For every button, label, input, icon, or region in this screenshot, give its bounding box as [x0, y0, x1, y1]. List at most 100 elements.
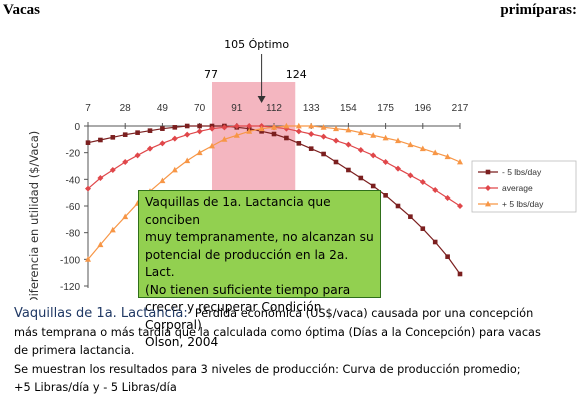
data-point: [345, 126, 352, 133]
legend-label: + 5 lbs/day: [502, 199, 544, 209]
data-point: [445, 254, 450, 259]
data-point: [444, 195, 451, 201]
data-point: [485, 169, 491, 175]
data-point: [259, 129, 264, 134]
data-point: [357, 147, 364, 153]
data-point: [432, 187, 439, 193]
x-tick-label: 7: [85, 103, 91, 114]
data-point: [271, 131, 277, 137]
data-point: [395, 203, 401, 209]
data-point: [246, 128, 253, 134]
data-point: [382, 159, 389, 165]
data-point: [357, 129, 364, 136]
data-point: [296, 141, 302, 146]
data-point: [419, 179, 426, 185]
data-point: [485, 185, 491, 191]
data-point: [485, 200, 491, 207]
data-point: [147, 145, 153, 152]
data-point: [134, 152, 141, 159]
x-tick-label: 175: [377, 103, 394, 114]
data-point: [284, 135, 289, 141]
data-point: [333, 125, 339, 132]
data-point: [97, 175, 104, 181]
y-axis-title: Diferencia en utilidad ($/Vaca): [27, 131, 41, 300]
data-point: [122, 132, 128, 137]
data-point: [172, 125, 178, 130]
data-point: [122, 213, 129, 220]
data-point: [432, 149, 439, 156]
callout-line: muy tempranamente, no alcanzan su: [145, 230, 374, 244]
callout-line: (No tienen suficiente tiempo para: [145, 282, 351, 297]
data-point: [85, 140, 91, 145]
data-point: [383, 193, 388, 198]
callout-line: potencial de producción en la 2a. Lact.: [145, 247, 349, 280]
data-point: [382, 134, 389, 141]
callout-line: Vaquillas de 1a. Lactancia que conciben: [145, 195, 331, 227]
data-point: [246, 123, 253, 129]
data-point: [346, 167, 351, 173]
data-point: [419, 145, 426, 152]
data-point: [370, 132, 377, 138]
data-point: [160, 126, 165, 131]
caption-line: más temprana o más tardía que la calcula…: [14, 325, 541, 339]
x-tick-label: 28: [120, 103, 132, 114]
y-tick-label: -100: [60, 255, 80, 266]
caption-line-1: Vaquillas de 1a. Lactancia: Pérdida econ…: [14, 305, 576, 324]
chart-legend: - 5 lbs/day average + 5 lbs/day: [471, 160, 577, 213]
data-point: [159, 140, 166, 147]
caption-text: Pérdida económica (US$/vaca) causada por…: [194, 307, 534, 320]
data-point: [432, 239, 438, 245]
y-tick-label: 0: [74, 122, 80, 133]
data-point: [308, 131, 315, 137]
data-point: [457, 271, 463, 277]
chart-axes: 0 -20 -40 -60 -80 -100 -120 7 28 49 70 91 112 133 154 1…: [27, 103, 469, 300]
data-point: [109, 167, 116, 173]
legend-label: average: [502, 183, 533, 193]
header-right: primíparas:: [500, 2, 577, 18]
data-point: [407, 172, 414, 179]
data-point: [320, 133, 327, 140]
caption-lead: Vaquillas de 1a. Lactancia:: [14, 306, 188, 321]
legend-label: - 5 lbs/day: [502, 167, 542, 177]
optimum-label: 105 Óptimo: [224, 38, 289, 51]
data-point: [196, 149, 203, 156]
callout-line: crecer y recuperar Condición Corporal): [145, 300, 322, 332]
data-point: [258, 125, 265, 132]
data-point: [345, 141, 352, 148]
data-point: [408, 214, 413, 219]
data-point: [197, 123, 202, 129]
y-tick-label: -20: [66, 149, 81, 160]
x-tick-label: 154: [340, 103, 357, 114]
data-point: [370, 152, 377, 159]
x-tick-label: 133: [303, 103, 320, 114]
data-point: [333, 137, 339, 144]
x-tick-label: 217: [452, 103, 469, 114]
y-tick-label: -80: [66, 229, 81, 240]
data-point: [98, 137, 103, 143]
data-point: [295, 128, 302, 135]
data-point: [85, 185, 91, 192]
caption-line: de primera lactancia.: [14, 344, 135, 358]
data-point: [209, 142, 215, 149]
data-point: [184, 157, 191, 164]
data-point: [209, 125, 215, 132]
data-point: [320, 124, 327, 130]
callout-line: Olson, 2004: [145, 335, 219, 349]
data-point: [233, 123, 240, 129]
data-point: [308, 146, 314, 151]
data-point: [333, 159, 339, 165]
data-point: [97, 241, 104, 248]
data-point: [283, 122, 290, 129]
data-point: [457, 158, 463, 165]
data-point: [110, 135, 116, 140]
y-tick-label: -120: [60, 282, 80, 293]
data-point: [171, 166, 178, 173]
data-point: [233, 132, 240, 138]
chart-annotations: 77 124 105 Óptimo: [204, 38, 307, 103]
y-tick-label: -60: [66, 202, 81, 213]
caption-line: +5 Libras/día y - 5 Libras/día: [14, 381, 177, 395]
data-point: [122, 159, 129, 165]
data-point: [109, 226, 116, 233]
data-point: [271, 124, 277, 130]
range-high-label: 124: [286, 68, 307, 81]
